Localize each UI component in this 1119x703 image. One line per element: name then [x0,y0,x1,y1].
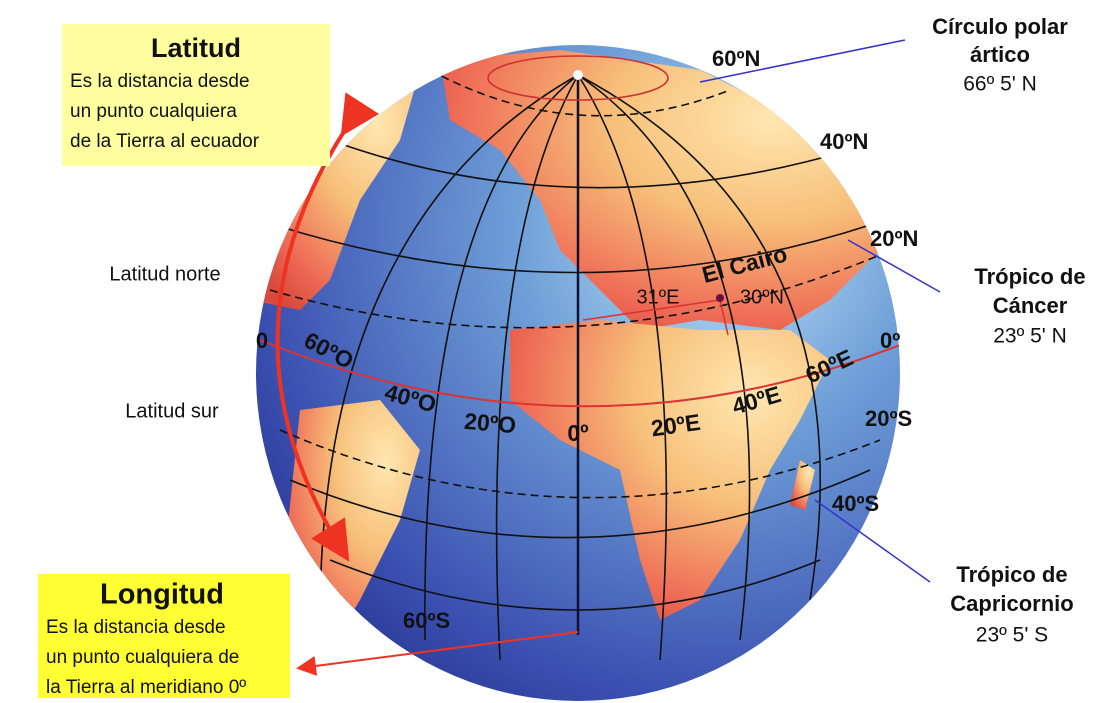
callout-value: 23º 5' S [976,624,1048,647]
box-text: un punto cualquiera de [46,647,239,668]
city-coordinate: 30ºN [740,286,784,308]
box-title: Latitud [151,33,241,63]
box-text: Es la distancia desde [70,71,250,92]
box-text: un punto cualquiera [70,101,237,122]
latitude-label: 60ºN [712,46,760,71]
city-coordinate: 31ºE [637,286,680,308]
callout-title: Capricornio [950,591,1073,616]
side-label: Latitud norte [109,263,220,285]
longitude-label: 0º [567,420,588,446]
longitude-label: 20ºO [463,408,517,438]
latitude-label: 20ºN [870,226,918,251]
longitude-arrow [296,631,579,676]
callout-title: Cáncer [993,293,1068,318]
latitud-box: Latitud Es la distancia desde un punto c… [62,24,330,166]
callout-value: 66º 5' N [963,73,1037,96]
callout-title: Trópico de [956,562,1067,587]
globe [256,45,900,701]
callout-title: Trópico de [974,264,1085,289]
latitude-arrow [275,92,380,562]
callout-lines [699,39,941,583]
latitude-label: 40ºS [832,491,879,516]
callout-value: 23º 5' N [993,325,1067,348]
box-title: Longitud [100,579,224,611]
box-text: de la Tierra al ecuador [70,131,260,152]
side-label: Latitud sur [125,400,219,422]
longitud-box: Longitud Es la distancia desde un punto … [38,574,290,698]
side-label: 0 [256,328,268,353]
latitude-label: 20ºS [865,406,912,431]
callout-title: Círculo polar [932,14,1068,39]
callout-title: ártico [970,42,1030,67]
latitude-label: 60ºS [403,608,450,633]
box-text: la Tierra al meridiano 0º [46,677,246,698]
box-text: Es la distancia desde [46,617,226,638]
latitude-label: 40ºN [820,129,868,154]
latitude-label: 0º [880,328,900,353]
